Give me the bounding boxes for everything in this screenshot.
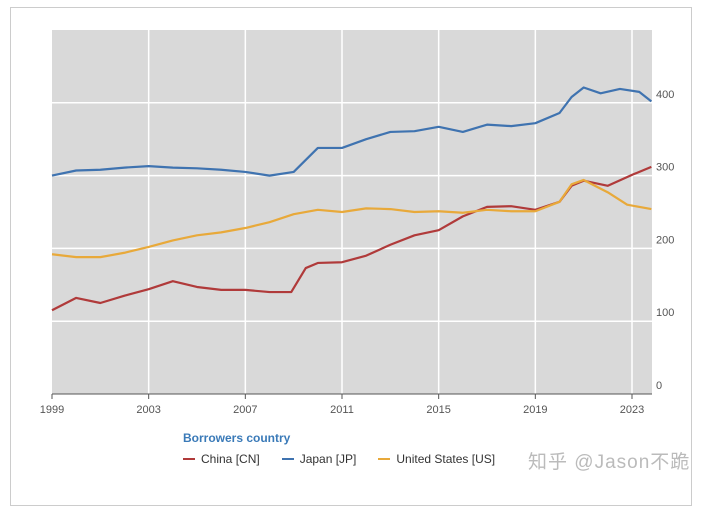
x-tick-label: 2011: [330, 404, 354, 416]
y-tick-label: 200: [656, 234, 674, 246]
x-tick-label: 2019: [523, 404, 547, 416]
legend-item-china[interactable]: China [CN]: [183, 452, 260, 466]
series-line-united-states-us-: [51, 178, 652, 259]
legend-swatch: [378, 458, 391, 460]
legend-swatch: [281, 458, 294, 460]
watermark: 知乎 @Jason不跪: [528, 452, 691, 473]
legend-label: China [CN]: [201, 452, 260, 466]
series-line-japan-jp-: [51, 86, 653, 177]
y-tick-label: 100: [656, 307, 674, 319]
legend-label: Japan [JP]: [299, 452, 357, 466]
x-tick-label: 1999: [40, 404, 64, 416]
legend-title: Borrowers country: [183, 431, 291, 445]
y-tick-label: 0: [656, 380, 662, 392]
x-tick-label: 2003: [136, 404, 160, 416]
legend: China [CN] Japan [JP] United States [US]: [183, 452, 495, 466]
x-tick-label: 2015: [426, 404, 450, 416]
legend-item-japan[interactable]: Japan [JP]: [281, 452, 357, 466]
legend-label: United States [US]: [396, 452, 496, 466]
x-tick-label: 2007: [233, 404, 257, 416]
plot-background: [52, 30, 652, 394]
legend-swatch: [183, 458, 195, 460]
legend-item-us[interactable]: United States [US]: [378, 452, 495, 466]
x-tick-label: 2023: [620, 404, 644, 416]
y-tick-label: 400: [656, 89, 674, 101]
y-tick-label: 300: [656, 162, 674, 174]
